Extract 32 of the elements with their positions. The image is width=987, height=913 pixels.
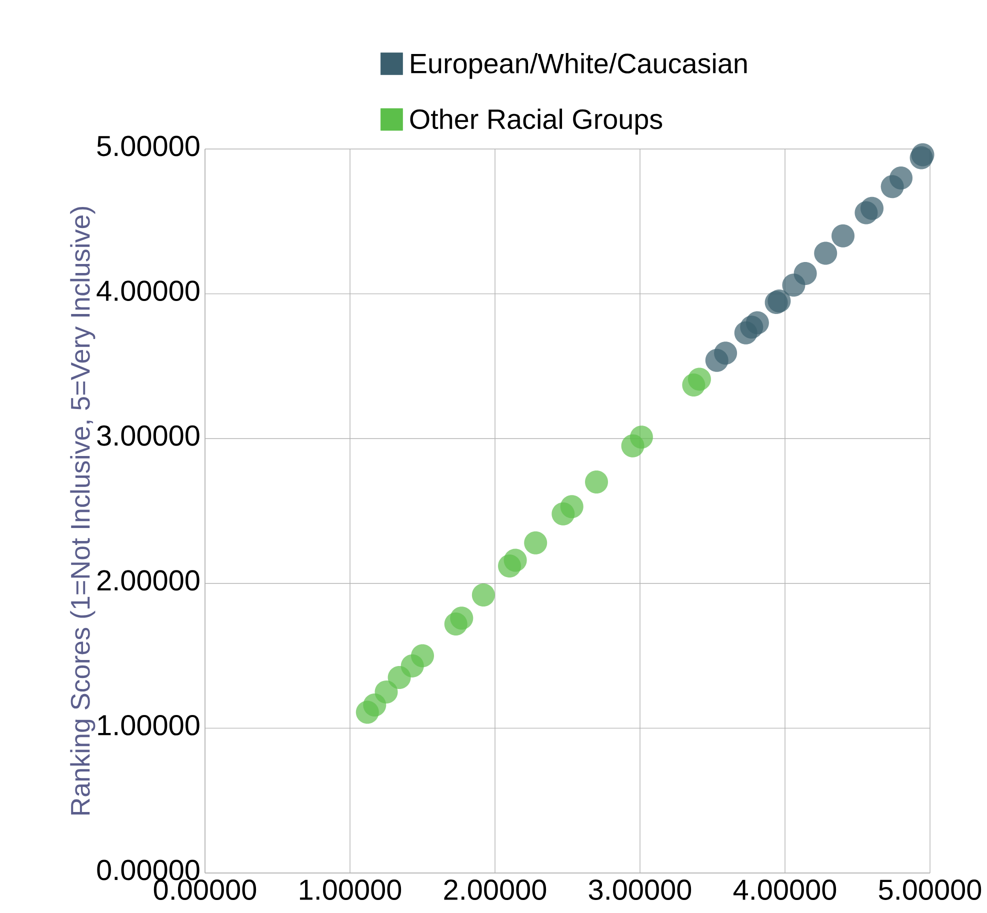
y-tick-label: 2.00000	[97, 570, 200, 591]
point	[714, 342, 738, 365]
x-tick-label: 5.00000	[878, 880, 982, 900]
y-tick-label: 0.00000	[97, 860, 200, 880]
y-axis-title: Ranking Scores (1=Not Inclusive, 5=Very Inclusive)	[70, 207, 96, 815]
x-tick-label: 1.00000	[300, 880, 402, 900]
point	[832, 224, 855, 248]
y-tick-label: 1.00000	[98, 714, 200, 736]
legend-label: European/White/Caucasian	[411, 52, 747, 79]
x-tick-label: 0.00000	[154, 880, 256, 900]
point	[585, 470, 608, 494]
x-tick-label: 2.00000	[444, 880, 546, 900]
point	[560, 495, 584, 518]
legend-label: Other Racial Groups	[410, 108, 662, 135]
point	[524, 531, 548, 554]
point	[746, 311, 769, 334]
point	[794, 262, 817, 286]
point	[814, 242, 838, 265]
point	[504, 548, 527, 572]
point	[630, 426, 653, 449]
point	[472, 583, 495, 606]
y-tick-label: 4.00000	[96, 280, 200, 302]
point	[860, 196, 884, 220]
point	[450, 606, 474, 630]
x-tick-label: 3.00000	[588, 880, 692, 900]
point	[890, 166, 913, 190]
point	[374, 680, 398, 704]
y-tick-label: 3.00000	[97, 425, 200, 446]
x-tick-label: 4.00000	[733, 880, 836, 900]
point	[411, 644, 434, 668]
point	[688, 368, 711, 391]
y-tick-label: 5.00000	[97, 136, 200, 156]
